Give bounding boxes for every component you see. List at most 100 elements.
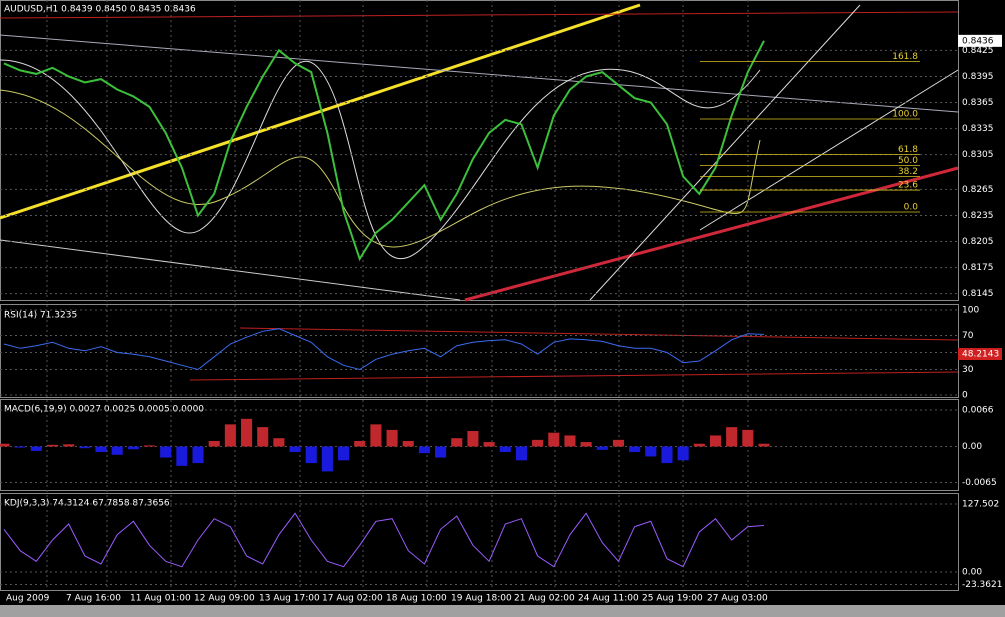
histogram-bar [515,446,527,461]
x-tick-label: 11 Aug 01:00 [130,594,191,604]
y-tick-label: 0.0066 [962,405,994,415]
drawings [0,3,959,381]
y-tick-label: 0.8235 [962,211,994,221]
histogram-bar [532,439,544,447]
price-label: 0.8436 [962,36,994,46]
y-tick-label: 0.8145 [962,289,994,299]
y-tick-label: 0.8335 [962,124,994,134]
y-tick-label: 0.8265 [962,185,994,195]
histogram-bar [95,446,107,453]
rsi-title: RSI(14) 71.3235 [4,311,77,321]
histogram-bar [596,446,608,450]
histogram-bar [14,446,26,448]
y-tick-label: 0.00 [962,442,982,452]
y-tick-label: -0.0065 [962,478,997,488]
channel-line [0,239,461,301]
fib-label: 50.0 [898,156,918,166]
resistance-line [0,11,959,19]
series-line [3,40,765,262]
y-tick-label: -23.3621 [962,580,1002,590]
series-line [3,328,765,371]
value-box [958,348,1002,361]
x-tick-label: 27 Aug 03:00 [707,594,768,604]
histogram-bar [0,443,10,447]
histogram-bar [402,440,414,447]
channel-line [0,34,959,113]
y-tick-label: 0.8205 [962,237,994,247]
y-tick-label: 0.00 [962,568,982,578]
histogram-bar [30,446,42,451]
histogram-bar [418,446,430,454]
band [0,89,761,248]
histogram-bar [241,418,253,447]
y-tick-label: 127.502 [962,499,999,509]
x-tick-label: 21 Aug 02:00 [514,594,575,604]
price-box [958,34,1002,47]
histogram-bar [499,446,511,453]
histogram-bar [160,446,172,458]
histogram-bar [677,446,689,461]
histogram-bar [79,446,91,449]
x-tick-label: 13 Aug 17:00 [259,594,320,604]
histogram-bar [661,446,673,464]
fib-label: 61.8 [898,145,918,155]
y-tick-label: 0.8425 [962,46,994,56]
histogram-bar [127,446,139,450]
x-tick-label: 18 Aug 10:00 [386,594,447,604]
y-tick-label: 0.8365 [962,98,994,108]
histogram-bar [143,445,156,447]
y-tick-label: 0.8175 [962,263,994,273]
histogram-bar [564,435,576,447]
y-tick-label: 0 [962,391,968,401]
gann-line [699,69,959,231]
fib-label: 38.2 [898,167,918,177]
histogram-bar [709,435,722,447]
histogram-bar [580,442,592,447]
histogram-bar [370,424,382,447]
x-tick-label: 24 Aug 11:00 [578,594,639,604]
histogram-bar [726,427,738,447]
histogram-bar [305,446,317,464]
histogram-bar [338,446,350,461]
histogram-bar [645,446,657,457]
y-tick-label: 30 [962,365,974,375]
histogram-bar [111,446,123,455]
histogram-bar [257,427,269,447]
histogram-bar [321,446,333,472]
x-tick-label: 12 Aug 09:00 [194,594,255,604]
kdj-frame [0,493,959,591]
macd-title: MACD(6,19,9) 0.0027 0.0025 0.0005 0.0000 [4,405,204,415]
histogram-bar [46,444,59,447]
fib-label: 23.6 [898,181,918,191]
histogram-bar [224,424,236,447]
frames [0,0,959,591]
y-tick-label: 100 [962,306,979,316]
histogram-bar [435,446,447,458]
histogram-bar [467,431,479,447]
rsi-level [239,327,959,341]
fib-label: 100.0 [892,110,918,120]
histogram-bar [451,438,463,447]
histogram-bar [742,429,754,447]
y-tick-label: 0.8395 [962,72,994,82]
main-title: AUDUSD,H1 0.8439 0.8450 0.8435 0.8436 [4,5,196,15]
fib-label: 161.8 [892,52,918,62]
histogram-bar [548,432,560,447]
histogram-bar [693,443,705,447]
x-tick-label: 19 Aug 18:00 [451,594,512,604]
main-frame [0,0,959,301]
band [0,59,761,260]
rsi-level [189,371,959,381]
histogram-bar [289,446,301,453]
histogram-bar [273,438,285,447]
x-tick-label: 25 Aug 19:00 [642,594,703,604]
x-tick-label: 7 Aug 16:00 [66,594,121,604]
status-strip [0,605,1005,617]
histogram-bar [354,440,366,447]
x-tick-label: 17 Aug 02:00 [322,594,383,604]
histogram-bar [176,446,188,466]
value-label: 48.2143 [962,350,999,360]
